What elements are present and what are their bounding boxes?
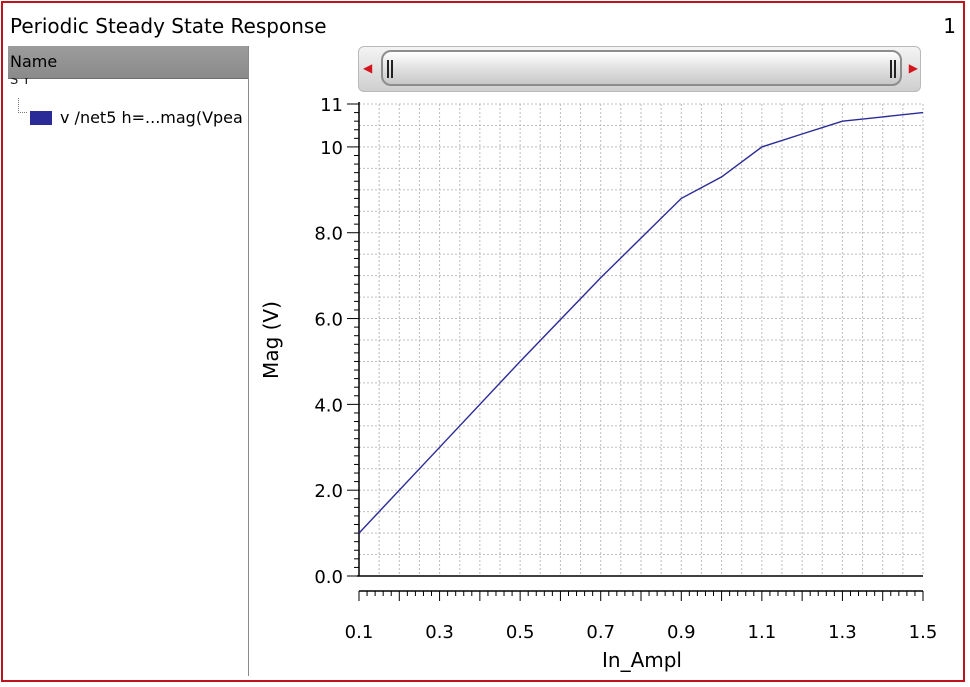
y-tick-label: 11 [320,95,343,116]
y-tick-label: 2.0 [314,481,343,502]
y-tick-label: 0.0 [314,567,343,588]
y-tick-label: 6.0 [314,310,343,331]
y-axis-label: Mag (V) [259,301,283,379]
signal-browser-panel: Name S Y v /net5 h=...mag(Vpea [8,46,249,676]
x-range-scrollbar[interactable]: ◀ ▶ [358,46,921,92]
signal-label: v /net5 h=...mag(Vpea [60,108,243,127]
signal-row[interactable]: v /net5 h=...mag(Vpea [8,106,248,130]
y-tick-label: 4.0 [314,395,343,416]
series-layer [358,111,924,534]
x-axis-label: In_Ampl [602,648,682,672]
tree-connector [18,98,27,113]
scroll-left-arrow-icon[interactable]: ◀ [363,61,373,75]
x-tick-label: 0.3 [425,622,454,643]
y-tick-label: 10 [320,138,343,159]
ticks: 0.0 2.0 4.0 6.0 8.0 10 11 0.1 0.3 0.5 0.7 0.9 1.1 1.3… [314,95,937,643]
name-column-header[interactable]: Name [8,46,248,79]
scroll-right-arrow-icon[interactable]: ▶ [908,61,918,75]
signal-color-swatch [30,111,52,125]
page-number: 1 [943,14,956,38]
partial-row: S Y [10,78,31,88]
thumb-right-grip[interactable] [890,60,896,78]
x-tick-label: 0.9 [667,622,696,643]
series-line-0 [358,111,924,534]
grid [358,103,924,577]
x-tick-label: 0.5 [506,622,535,643]
x-tick-label: 1.5 [909,622,938,643]
thumb-left-grip[interactable] [387,60,393,78]
axes [357,102,923,592]
x-tick-label: 0.1 [345,622,374,643]
scroll-thumb[interactable] [381,50,902,86]
x-tick-label: 1.1 [748,622,777,643]
y-tick-label: 8.0 [314,224,343,245]
x-tick-label: 0.7 [586,622,615,643]
window-title: Periodic Steady State Response [10,14,327,38]
x-tick-label: 1.3 [828,622,857,643]
name-column-label: Name [10,52,58,71]
